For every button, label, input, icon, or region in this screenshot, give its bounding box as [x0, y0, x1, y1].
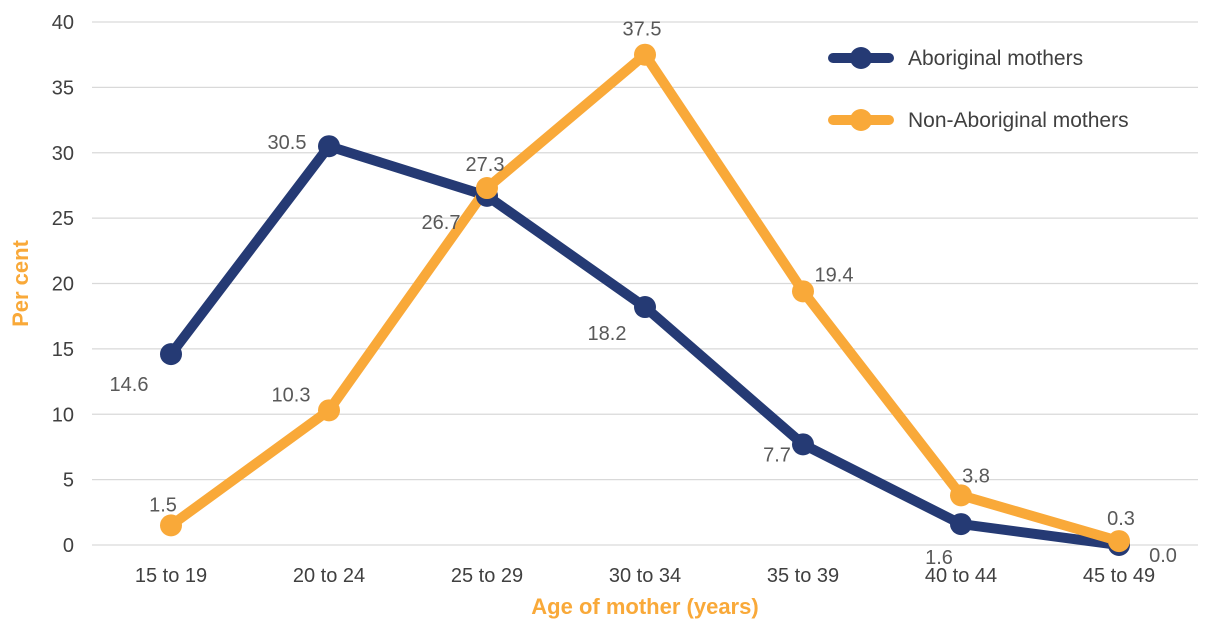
data-label: 30.5: [268, 132, 307, 154]
data-labels: 14.6 30.5 26.7 18.2 7.7 1.6 0.0 1.5 10.3 27.3 37.5…: [110, 19, 1177, 569]
data-point: [634, 43, 656, 66]
data-point: [318, 399, 340, 422]
y-axis-title: Per cent: [8, 239, 33, 326]
data-label: 26.7: [422, 212, 461, 234]
legend-marker: [850, 109, 872, 131]
x-axis-ticks: 15 to 19 20 to 24 25 to 29 30 to 34 35 to 39…: [135, 565, 1155, 587]
data-label: 27.3: [466, 154, 505, 176]
data-point: [160, 514, 182, 537]
y-tick-label: 40: [52, 12, 74, 34]
data-label: 14.6: [110, 374, 149, 396]
data-point: [1108, 530, 1130, 553]
legend-label: Non-Aboriginal mothers: [908, 109, 1129, 132]
y-tick-label: 25: [52, 208, 74, 230]
data-label: 18.2: [588, 323, 627, 345]
legend-label: Aboriginal mothers: [908, 47, 1083, 70]
data-label: 37.5: [623, 19, 662, 41]
x-tick-label: 30 to 34: [609, 565, 681, 587]
data-point: [792, 433, 814, 456]
data-point: [950, 513, 972, 536]
data-label: 0.0: [1149, 545, 1177, 567]
legend-marker: [850, 47, 872, 69]
y-tick-label: 0: [63, 535, 74, 557]
data-point: [634, 296, 656, 319]
data-point: [318, 135, 340, 158]
legend: Aboriginal mothers Non-Aboriginal mothers: [828, 47, 1129, 132]
x-axis-title: Age of mother (years): [531, 594, 758, 619]
x-tick-label: 35 to 39: [767, 565, 839, 587]
data-label: 7.7: [763, 444, 791, 466]
y-tick-label: 20: [52, 274, 74, 296]
x-tick-label: 25 to 29: [451, 565, 523, 587]
y-tick-label: 30: [52, 143, 74, 165]
data-label: 3.8: [962, 465, 990, 487]
data-label: 1.5: [149, 494, 177, 516]
x-tick-label: 20 to 24: [293, 565, 365, 587]
data-point: [160, 343, 182, 366]
data-label: 1.6: [925, 547, 953, 569]
y-axis-ticks: 0 5 10 15 20 25 30 35 40: [52, 12, 74, 557]
y-tick-label: 35: [52, 77, 74, 99]
data-label: 10.3: [272, 384, 311, 406]
data-label: 0.3: [1107, 508, 1135, 530]
data-point: [476, 177, 498, 200]
data-label: 19.4: [815, 264, 854, 286]
data-point: [792, 280, 814, 303]
y-tick-label: 10: [52, 404, 74, 426]
y-tick-label: 5: [63, 470, 74, 492]
x-tick-label: 15 to 19: [135, 565, 207, 587]
data-point: [950, 484, 972, 507]
x-tick-label: 45 to 49: [1083, 565, 1155, 587]
series-points: [160, 43, 1130, 556]
x-tick-label: 40 to 44: [925, 565, 997, 587]
y-tick-label: 15: [52, 339, 74, 361]
